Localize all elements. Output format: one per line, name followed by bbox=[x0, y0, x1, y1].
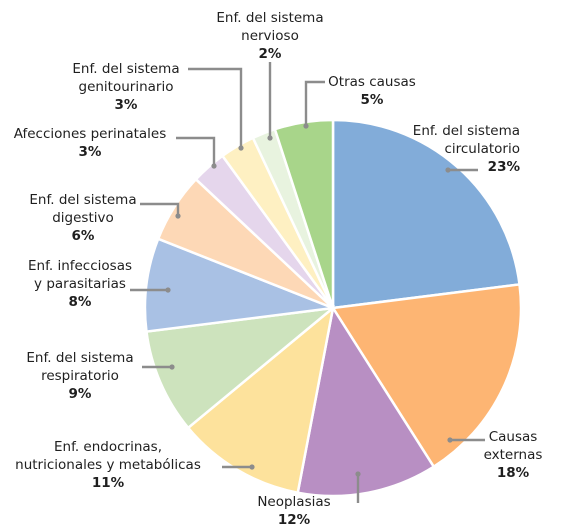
slice-label: Otras causas 5% bbox=[328, 74, 416, 108]
slice-label: Afecciones perinatales 3% bbox=[14, 126, 167, 160]
slice-label-name: Enf. del sistema bbox=[26, 350, 133, 366]
slice-label: Neoplasias 12% bbox=[257, 494, 330, 525]
slice-label-name: y parasitarias bbox=[34, 276, 126, 292]
slice-label-percent: 3% bbox=[79, 144, 102, 160]
slice-label-name: Neoplasias bbox=[257, 494, 330, 510]
slice-label-percent: 18% bbox=[497, 465, 530, 481]
slice-label-name: digestivo bbox=[52, 210, 114, 226]
leader-dot bbox=[165, 287, 171, 293]
slice-label-name: Enf. del sistema bbox=[413, 123, 520, 139]
slice-label-percent: 6% bbox=[72, 228, 95, 244]
slice-label-name: Enf. del sistema bbox=[29, 192, 136, 208]
slice-label-name: Otras causas bbox=[328, 74, 416, 90]
slice-label-percent: 5% bbox=[361, 92, 384, 108]
slice-label-name: Enf. infecciosas bbox=[28, 258, 132, 274]
slice-label: Causas externas 18% bbox=[484, 429, 543, 481]
slice-label-percent: 9% bbox=[69, 386, 92, 402]
slice-label-name: circulatorio bbox=[444, 141, 520, 157]
slice-label-name: externas bbox=[484, 447, 543, 463]
leader-line bbox=[176, 136, 216, 166]
slice-label: Enf. del sistema digestivo 6% bbox=[29, 192, 136, 244]
slice-label: Enf. endocrinas, nutricionales y metabóli… bbox=[15, 439, 201, 491]
slice-label-name: genitourinario bbox=[79, 79, 174, 95]
pie-slice bbox=[331, 118, 521, 310]
slice-label-percent: 23% bbox=[488, 159, 521, 175]
slice-label-name: Afecciones perinatales bbox=[14, 126, 167, 142]
pie-slice bbox=[186, 304, 335, 495]
pie-slice bbox=[296, 304, 436, 498]
leader-dot bbox=[169, 364, 175, 370]
leader-dot bbox=[447, 437, 453, 443]
leader-line bbox=[140, 202, 180, 216]
leader-dot bbox=[238, 145, 244, 151]
pie-slice bbox=[145, 306, 338, 430]
leader-dot bbox=[303, 123, 309, 129]
slice-label-name: Enf. endocrinas, bbox=[54, 439, 162, 455]
slice-label: Enf. infecciosas y parasitarias 8% bbox=[28, 258, 132, 310]
leader-lines bbox=[130, 62, 485, 503]
leader-dot bbox=[355, 471, 361, 477]
slice-label: Enf. del sistema circulatorio 23% bbox=[413, 123, 521, 175]
slice-label-name: Enf. del sistema bbox=[216, 10, 323, 26]
leader-line bbox=[188, 67, 243, 148]
slice-label-name: nervioso bbox=[241, 28, 299, 44]
slice-label-percent: 11% bbox=[92, 475, 125, 491]
leader-line bbox=[304, 80, 325, 126]
slice-label-percent: 8% bbox=[69, 294, 92, 310]
slice-label-percent: 3% bbox=[115, 97, 138, 113]
leader-dot bbox=[267, 135, 273, 141]
slice-labels: Enf. del sistema circulatorio 23% Causas ext… bbox=[14, 10, 543, 525]
slice-label: Enf. del sistema respiratorio 9% bbox=[26, 350, 133, 402]
pie-slice bbox=[273, 118, 335, 309]
slice-label-name: Enf. del sistema bbox=[72, 61, 179, 77]
leader-dot bbox=[175, 213, 181, 219]
leader-dot bbox=[211, 163, 217, 169]
slice-label-name: nutricionales y metabólicas bbox=[15, 457, 201, 473]
slice-label-name: Causas bbox=[489, 429, 538, 445]
pie-slices bbox=[143, 118, 523, 498]
slice-label-percent: 2% bbox=[259, 46, 282, 62]
pie-slice bbox=[330, 283, 523, 469]
slice-label-percent: 12% bbox=[278, 512, 311, 525]
leader-dot bbox=[445, 167, 451, 173]
slice-label: Enf. del sistema nervioso 2% bbox=[216, 10, 323, 62]
slice-label: Enf. del sistema genitourinario 3% bbox=[72, 61, 179, 113]
leader-dot bbox=[249, 464, 255, 470]
pie-slice bbox=[143, 237, 334, 333]
slice-label-name: respiratorio bbox=[41, 368, 119, 384]
